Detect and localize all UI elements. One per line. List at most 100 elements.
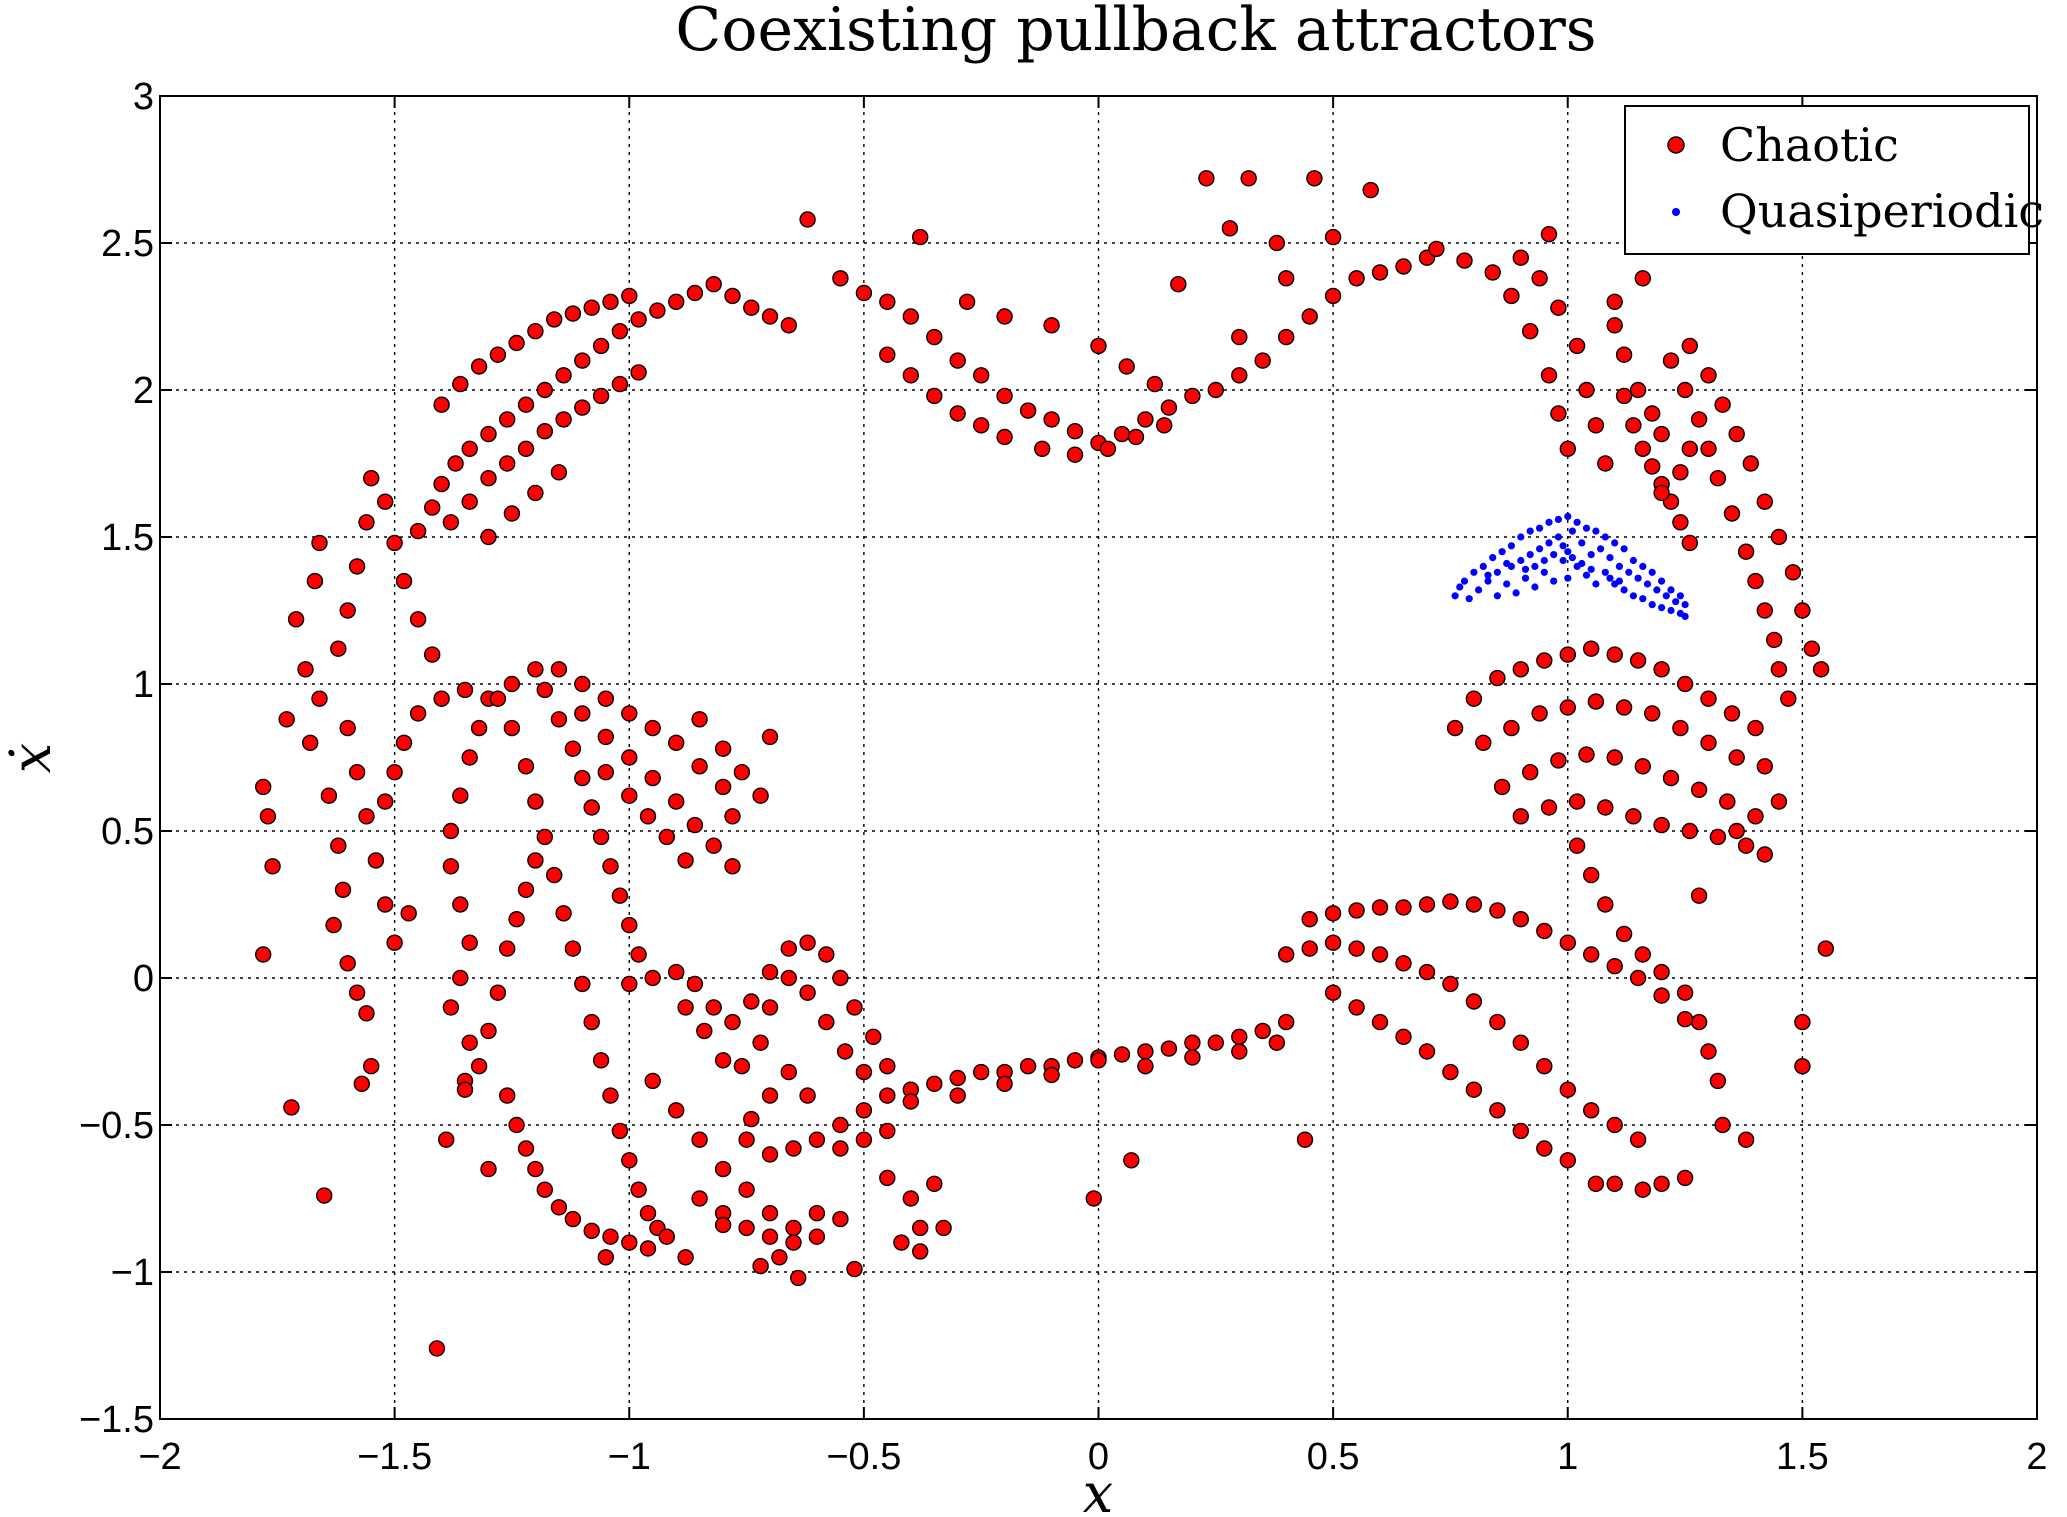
chaotic-point xyxy=(996,387,1013,405)
chaotic-point xyxy=(353,1075,370,1093)
quasiperiodic-point xyxy=(1681,612,1689,621)
chaotic-point xyxy=(926,387,943,405)
chaotic-point xyxy=(264,858,281,875)
chaotic-point xyxy=(1690,411,1708,428)
chaotic-point xyxy=(761,728,779,746)
chaotic-point xyxy=(1489,669,1506,687)
chaotic-point xyxy=(508,334,525,352)
chaotic-point xyxy=(1817,940,1835,957)
quasiperiodic-point xyxy=(1545,518,1553,526)
chaotic-point xyxy=(452,375,469,393)
chaotic-point xyxy=(395,572,413,590)
chaotic-point xyxy=(808,1228,826,1245)
chaotic-point xyxy=(1324,905,1342,922)
chaotic-point xyxy=(1728,425,1745,443)
chaotic-point xyxy=(714,1052,732,1069)
chaotic-point xyxy=(1395,1028,1412,1046)
y-tick-label: −0.5 xyxy=(79,1105,154,1147)
chaotic-point xyxy=(1681,822,1699,840)
chaotic-point xyxy=(1540,225,1558,243)
chaotic-point xyxy=(583,799,600,816)
chaotic-point xyxy=(1587,1175,1605,1193)
chaotic-point xyxy=(808,1204,826,1222)
chaotic-point xyxy=(1306,170,1323,187)
chaotic-point xyxy=(1690,887,1708,904)
x-axis-label: x xyxy=(1083,1462,1113,1517)
chaotic-point xyxy=(1019,1057,1037,1075)
chaotic-point xyxy=(1348,902,1365,919)
quasiperiodic-point xyxy=(1592,580,1600,588)
chaotic-point xyxy=(555,411,572,428)
grid xyxy=(160,96,2037,1419)
chaotic-point xyxy=(1559,440,1577,457)
chaotic-point xyxy=(583,299,600,316)
chaotic-point xyxy=(996,308,1013,325)
chaotic-point xyxy=(935,1219,952,1237)
chaotic-point xyxy=(499,940,516,957)
chaotic-point xyxy=(1550,405,1567,422)
chaotic-point xyxy=(461,1034,478,1051)
chaotic-point xyxy=(546,866,563,884)
chaotic-point xyxy=(508,1116,525,1134)
chaotic-point xyxy=(611,323,629,340)
chaotic-point xyxy=(668,293,685,310)
chaotic-point xyxy=(1653,484,1670,502)
chaotic-point xyxy=(644,969,661,987)
chaotic-point xyxy=(339,602,356,619)
quasiperiodic-point xyxy=(1601,533,1609,541)
chaotic-point xyxy=(602,293,619,310)
chaotic-point xyxy=(1700,734,1717,751)
quasiperiodic-point xyxy=(1540,568,1548,576)
chaotic-point xyxy=(1348,270,1365,287)
chaotic-point xyxy=(363,470,380,487)
chaotic-point xyxy=(1395,258,1412,275)
chaotic-point xyxy=(1634,1181,1652,1198)
quasiperiodic-point xyxy=(1554,515,1562,524)
chaotic-point xyxy=(325,916,342,934)
chaotic-point xyxy=(1568,337,1586,355)
quasiperiodic-point xyxy=(1479,562,1487,571)
chaotic-point xyxy=(1690,781,1708,798)
chaotic-point xyxy=(691,1131,708,1148)
chaotic-point xyxy=(1442,893,1459,910)
chaotic-point xyxy=(461,493,478,510)
chaotic-point xyxy=(1676,675,1694,693)
chaotic-point xyxy=(348,558,366,575)
chaotic-point xyxy=(499,455,516,472)
quasiperiodic-point xyxy=(1587,551,1595,559)
chaotic-point xyxy=(1606,317,1623,334)
chaotic-point xyxy=(1475,734,1492,751)
chaotic-point xyxy=(1489,1102,1506,1119)
chaotic-point xyxy=(508,911,525,928)
quasiperiodic-point xyxy=(1540,556,1548,565)
chaotic-point xyxy=(377,896,394,913)
chaotic-point xyxy=(348,984,366,1001)
chaotic-point xyxy=(1160,399,1178,416)
chaotic-point xyxy=(1221,220,1239,237)
x-tick-label: −2 xyxy=(138,1436,181,1478)
chaotic-point xyxy=(1207,1034,1225,1051)
chaotic-point xyxy=(1681,337,1699,355)
chaotic-point xyxy=(752,1034,769,1051)
quasiperiodic-point xyxy=(1531,562,1539,571)
chaotic-point xyxy=(879,1087,896,1104)
quasiperiodic-point xyxy=(1465,595,1473,603)
chaotic-point xyxy=(1714,1116,1731,1134)
chaotic-point xyxy=(517,396,535,413)
chaotic-point xyxy=(1512,911,1530,928)
chaotic-point xyxy=(879,293,896,310)
chaotic-point xyxy=(639,1240,657,1257)
x-tick-label: 0 xyxy=(1088,1436,1109,1478)
chaotic-point xyxy=(912,228,929,246)
chaotic-point xyxy=(761,1228,779,1245)
quasiperiodic-point xyxy=(1550,577,1558,585)
chaotic-point xyxy=(424,499,441,516)
chaotic-point xyxy=(1512,1122,1530,1140)
quasiperiodic-point xyxy=(1484,571,1492,579)
chaotic-point xyxy=(377,793,394,810)
chaotic-point xyxy=(855,284,873,302)
chaotic-point xyxy=(1568,793,1586,810)
chaotic-point xyxy=(1118,358,1135,375)
chaotic-point xyxy=(691,1190,708,1207)
chaotic-point xyxy=(517,758,535,775)
